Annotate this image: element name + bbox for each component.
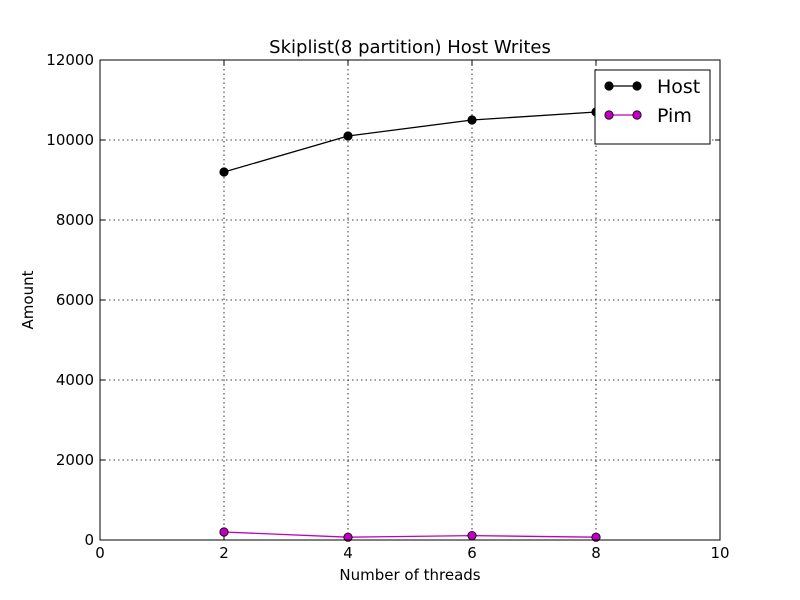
host-legend-marker bbox=[632, 81, 642, 91]
host-data-point bbox=[219, 167, 229, 177]
x-axis-label: Number of threads bbox=[339, 566, 480, 584]
y-tick-label: 8000 bbox=[56, 211, 94, 229]
pim-legend-marker bbox=[604, 110, 614, 120]
pim-legend-marker bbox=[632, 110, 642, 120]
x-tick-label: 6 bbox=[467, 544, 477, 562]
pim-legend-label: Pim bbox=[657, 105, 692, 127]
x-tick-label: 8 bbox=[591, 544, 601, 562]
pim-data-point bbox=[219, 527, 229, 537]
y-tick-label: 0 bbox=[84, 531, 94, 549]
pim-data-point bbox=[591, 532, 601, 542]
series-layer bbox=[219, 107, 601, 542]
axis-ticks: 0 2 4 6 8 10 0 2000 4000 6000 8000 10000 12000 bbox=[46, 51, 729, 562]
pim-series-line bbox=[223, 531, 597, 538]
host-legend-label: Host bbox=[657, 76, 700, 98]
y-tick-label: 6000 bbox=[56, 291, 94, 309]
x-tick-label: 4 bbox=[343, 544, 353, 562]
host-legend-marker bbox=[604, 81, 614, 91]
x-tick-label: 10 bbox=[710, 544, 729, 562]
y-tick-label: 4000 bbox=[56, 371, 94, 389]
pim-data-point bbox=[343, 532, 353, 542]
y-tick-label: 10000 bbox=[46, 131, 94, 149]
x-tick-label: 0 bbox=[95, 544, 105, 562]
chart-title: Skiplist(8 partition) Host Writes bbox=[269, 37, 551, 58]
host-data-point bbox=[343, 131, 353, 141]
host-data-point bbox=[467, 115, 477, 125]
plot-frame bbox=[99, 59, 721, 541]
y-tick-label: 2000 bbox=[56, 451, 94, 469]
legend-box bbox=[594, 69, 711, 145]
y-tick-label: 12000 bbox=[46, 51, 94, 69]
legend: Host Pim bbox=[594, 69, 711, 145]
x-tick-label: 2 bbox=[219, 544, 229, 562]
grid bbox=[100, 60, 720, 540]
host-series-line bbox=[223, 111, 597, 173]
y-axis-label: Amount bbox=[19, 270, 37, 329]
pim-data-point bbox=[467, 530, 477, 541]
